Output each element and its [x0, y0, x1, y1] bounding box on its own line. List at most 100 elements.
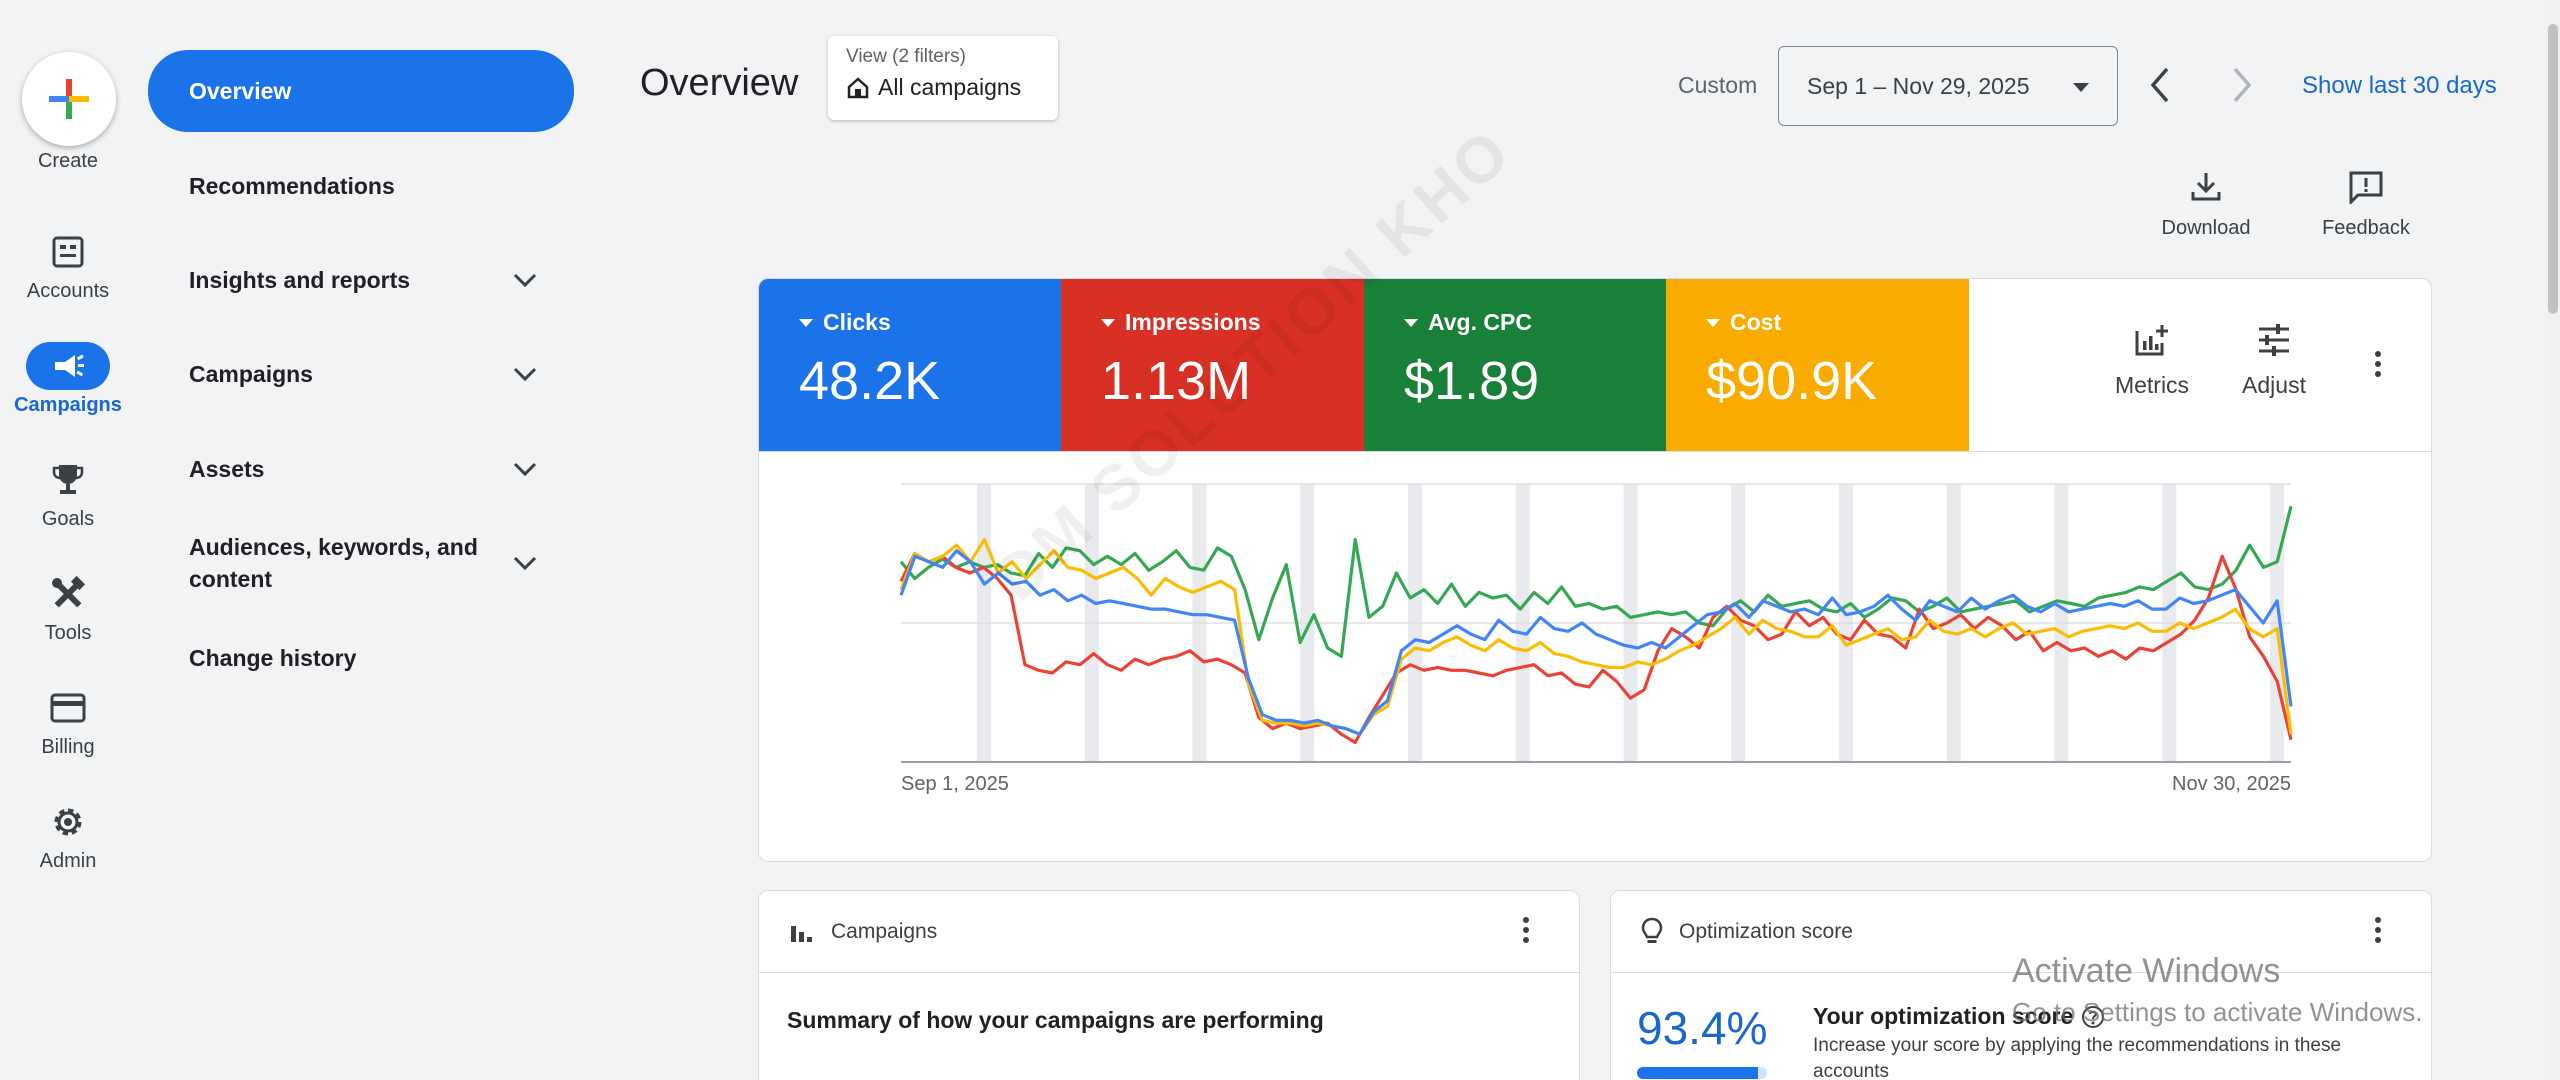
nav-item-audiences-keywords-content[interactable]: Audiences, keywords, and content	[148, 530, 574, 596]
rail-label: Campaigns	[14, 394, 122, 416]
view-filter-count: View (2 filters)	[846, 46, 967, 67]
tools-icon	[26, 570, 110, 618]
left-rail: Create Accounts Campaigns Goals Tools Bi…	[0, 0, 136, 1080]
chevron-down-icon	[513, 273, 537, 288]
divider	[759, 451, 2431, 452]
series-line-impressions	[899, 551, 2293, 745]
optimization-score-description: Increase your score by applying the reco…	[1813, 1035, 2342, 1080]
optimization-score-value: 93.4%	[1637, 1002, 1768, 1054]
metric-value: 1.13M	[1101, 351, 1252, 411]
rail-item-goals[interactable]: Goals	[0, 456, 136, 531]
campaigns-card-title: Campaigns	[831, 919, 938, 943]
caret-down-icon	[1404, 318, 1418, 327]
nav-item-label: Overview	[189, 78, 292, 104]
more-options-icon[interactable]	[2375, 351, 2381, 377]
scrollbar-thumb[interactable]	[2548, 24, 2558, 314]
metrics-label: Metrics	[2114, 372, 2190, 398]
caret-down-icon	[2073, 83, 2089, 92]
more-options-icon[interactable]	[2375, 917, 2381, 943]
nav-item-label: Change history	[189, 645, 357, 671]
download-icon	[2191, 173, 2221, 201]
nav-item-label: Campaigns	[189, 361, 313, 387]
nav-item-campaigns[interactable]: Campaigns	[148, 358, 574, 390]
view-filter-main: All campaigns	[846, 74, 1040, 101]
rail-item-tools[interactable]: Tools	[0, 570, 136, 645]
feedback-button[interactable]: Feedback	[2296, 170, 2436, 240]
optimization-score-bar-fill	[1637, 1067, 1759, 1079]
help-icon[interactable]	[2081, 1005, 2105, 1029]
metric-tab-cost[interactable]: Cost $90.9K	[1666, 279, 1969, 451]
chevron-right-icon[interactable]	[2230, 64, 2254, 106]
create-button[interactable]	[22, 52, 116, 146]
adjust-label: Adjust	[2242, 372, 2306, 398]
chevron-down-icon	[513, 367, 537, 382]
caret-down-icon	[1706, 318, 1720, 327]
chevron-left-icon[interactable]	[2148, 64, 2172, 106]
optimization-card-header: Optimization score	[1611, 891, 2431, 973]
rail-label: Admin	[39, 850, 97, 872]
adjust-button[interactable]: Adjust	[2219, 323, 2329, 399]
view-filter-label: All campaigns	[878, 74, 1022, 100]
nav-item-label: Assets	[189, 456, 265, 482]
nav-item-overview[interactable]: Overview	[148, 50, 574, 132]
metric-tab-avg-cpc[interactable]: Avg. CPC $1.89	[1364, 279, 1666, 451]
view-filter-selector[interactable]: View (2 filters) All campaigns	[828, 36, 1058, 120]
metric-value: $90.9K	[1706, 351, 1878, 411]
show-last-30-days-link[interactable]: Show last 30 days	[2302, 72, 2497, 99]
nav-item-change-history[interactable]: Change history	[148, 642, 574, 674]
optimization-score-heading: Your optimization score	[1813, 1003, 2105, 1030]
page-scrollbar[interactable]	[2546, 0, 2560, 1080]
performance-line-chart: Sep 1, 2025 Nov 30, 2025	[899, 483, 2293, 795]
tune-icon	[2259, 324, 2289, 356]
create-label: Create	[37, 150, 99, 172]
metric-name: Avg. CPC	[1404, 309, 1666, 336]
metric-name: Clicks	[799, 309, 1061, 336]
rail-item-admin[interactable]: Admin	[0, 798, 136, 873]
campaigns-summary-text: Summary of how your campaigns are perfor…	[787, 1007, 1324, 1033]
chevron-down-icon	[513, 462, 537, 477]
nav-item-label: Insights and reports	[189, 267, 411, 293]
rail-label: Goals	[41, 508, 95, 530]
rail-item-campaigns[interactable]: Campaigns	[0, 342, 136, 417]
plus-icon	[49, 79, 89, 119]
nav-item-label: Audiences, keywords, and content	[189, 534, 478, 592]
series-line-clicks	[899, 549, 2293, 736]
download-button[interactable]: Download	[2136, 170, 2276, 240]
caret-down-icon	[799, 318, 813, 327]
activate-windows-title: Activate Windows	[2012, 952, 2281, 990]
metric-name: Impressions	[1101, 309, 1364, 336]
x-tick-label-end: Nov 30, 2025	[2172, 773, 2291, 795]
activate-windows-subtitle: Go to Settings to activate Windows.	[2012, 997, 2423, 1027]
optimization-score-card: Optimization score 93.4% Your optimizati…	[1610, 890, 2432, 1080]
nav-item-recommendations[interactable]: Recommendations	[148, 170, 574, 202]
date-range-picker[interactable]: Sep 1 – Nov 29, 2025	[1778, 46, 2118, 126]
performance-card: Clicks 48.2K Impressions 1.13M Avg. CPC …	[758, 278, 2432, 862]
nav-item-label: Recommendations	[189, 173, 395, 199]
rail-label: Billing	[41, 736, 95, 758]
metric-tab-clicks[interactable]: Clicks 48.2K	[759, 279, 1061, 451]
caret-down-icon	[1101, 318, 1115, 327]
rail-item-accounts[interactable]: Accounts	[0, 228, 136, 303]
date-range-value: Sep 1 – Nov 29, 2025	[1807, 72, 2030, 99]
lightbulb-icon	[1641, 917, 1663, 943]
more-options-icon[interactable]	[1523, 917, 1529, 943]
trophy-icon	[26, 456, 110, 504]
metric-value: 48.2K	[799, 351, 941, 411]
campaigns-icon	[26, 342, 110, 390]
add-chart-icon	[2135, 325, 2168, 356]
metric-tab-impressions[interactable]: Impressions 1.13M	[1061, 279, 1364, 451]
rail-item-billing[interactable]: Billing	[0, 684, 136, 759]
metrics-button[interactable]: Metrics	[2097, 323, 2207, 399]
date-range-type: Custom	[1678, 72, 1758, 98]
optimization-score-bar	[1637, 1067, 1767, 1079]
series-line-cost	[899, 537, 2293, 736]
billing-card-icon	[26, 684, 110, 732]
campaigns-card: Campaigns Summary of how your campaigns …	[758, 890, 1580, 1080]
nav-item-assets[interactable]: Assets	[148, 453, 574, 485]
gear-icon	[26, 798, 110, 846]
download-label: Download	[2161, 217, 2251, 239]
nav-item-insights-and-reports[interactable]: Insights and reports	[148, 264, 574, 296]
x-tick-label-start: Sep 1, 2025	[901, 773, 1009, 795]
series-line-avg-cpc	[899, 505, 2293, 658]
metric-value: $1.89	[1404, 351, 1540, 411]
